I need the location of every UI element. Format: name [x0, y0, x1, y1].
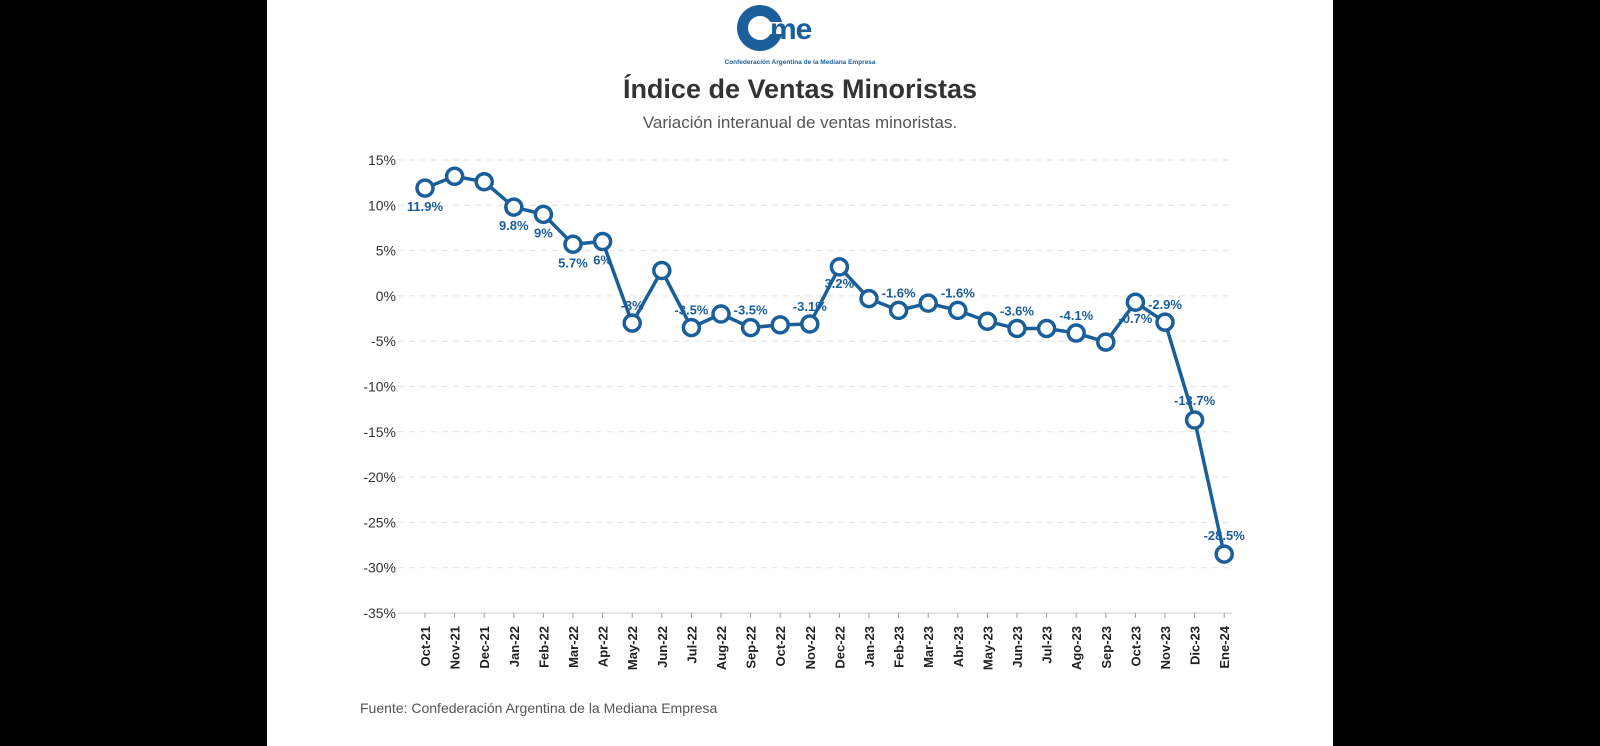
- data-point: [1066, 323, 1086, 343]
- data-point: [444, 166, 465, 187]
- x-tick-label: Sep-23: [1099, 626, 1114, 669]
- data-label: -3.5%: [734, 303, 768, 318]
- y-tick-label: -10%: [363, 379, 396, 395]
- y-tick-label: -5%: [371, 333, 396, 349]
- data-label: -3%: [621, 298, 645, 313]
- data-label: -3.6%: [1000, 304, 1034, 319]
- data-label: -28.5%: [1204, 528, 1246, 543]
- data-point: [1155, 312, 1175, 332]
- x-tick-label: Ene-24: [1217, 625, 1232, 668]
- x-tick-label: Oct-22: [773, 626, 788, 666]
- cme-logo: me Confederación Argentina de la Mediana…: [724, 5, 876, 66]
- data-point: [474, 171, 494, 192]
- data-label: -2.9%: [1148, 297, 1182, 312]
- x-tick-label: Nov-22: [803, 626, 818, 669]
- data-point: [1184, 410, 1205, 430]
- series-polyline: [424, 174, 1226, 555]
- data-point: [504, 197, 524, 217]
- data-point: [859, 288, 879, 309]
- data-point: [592, 231, 613, 252]
- data-point: [740, 317, 761, 338]
- data-point: [1125, 292, 1146, 312]
- x-tick-label: Oct-23: [1128, 626, 1143, 666]
- x-tick-label: Jul-22: [684, 626, 699, 664]
- x-tick-label: Dic-23: [1188, 626, 1203, 665]
- y-tick-label: -35%: [363, 605, 396, 621]
- data-point: [770, 315, 790, 335]
- x-tick-label: Aug-22: [714, 626, 729, 670]
- x-tick-label: Nov-23: [1158, 626, 1173, 669]
- x-tick-label: Ago-23: [1069, 626, 1084, 670]
- x-tick-label: Dec-22: [832, 626, 847, 669]
- data-label: 9%: [534, 225, 553, 240]
- data-labels: 11.9% 9.8% 9% 5.7% 6% -3% -3.5% -3.5% -3.1% 3.2% -…: [407, 199, 1245, 543]
- x-tick-label: Feb-23: [892, 626, 907, 668]
- x-tick-label: Jun-23: [1010, 626, 1025, 668]
- svg-text:me: me: [770, 13, 812, 46]
- svg-text:Confederación Argentina de la: Confederación Argentina de la Mediana Em…: [724, 59, 875, 66]
- x-tick-label: Jun-22: [655, 626, 670, 668]
- data-label: 6%: [593, 253, 612, 268]
- x-tick-label: Mar-22: [566, 626, 581, 668]
- data-point: [711, 304, 731, 324]
- chart-title: Índice de Ventas Minoristas: [622, 74, 978, 104]
- series-line: [424, 174, 1226, 555]
- gridlines: [398, 159, 1232, 569]
- data-point: [1096, 332, 1116, 352]
- data-point: [1036, 318, 1057, 339]
- data-label: -1.6%: [882, 285, 916, 300]
- data-label: 3.2%: [825, 276, 855, 291]
- x-tick-label: Nov-21: [448, 626, 463, 669]
- chart-panel: [267, 0, 1333, 746]
- x-tick-label: Abr-23: [951, 626, 966, 667]
- y-tick-label: 10%: [368, 197, 396, 213]
- chart-subtitle: Variación interanual de ventas minorista…: [642, 113, 958, 132]
- data-point: [681, 317, 702, 338]
- y-tick-label: -20%: [363, 469, 396, 485]
- data-point: [533, 204, 554, 225]
- data-point: [977, 311, 998, 332]
- data-label: -3.1%: [793, 299, 827, 314]
- y-tick-label: -15%: [363, 424, 396, 440]
- y-tick-label: 5%: [376, 243, 396, 259]
- y-tick-label: 0%: [376, 288, 396, 304]
- data-label: -3.5%: [674, 303, 708, 318]
- data-point: [415, 178, 435, 198]
- x-tick-label: Jan-22: [507, 626, 522, 667]
- y-tick-label: 15%: [368, 152, 396, 168]
- x-tick-label: May-23: [980, 626, 995, 670]
- data-point: [1007, 318, 1027, 339]
- data-label: -1.6%: [941, 285, 975, 300]
- axes: 15% 10% 5% 0% -5% -10% -15% -20% -25% -30% -35% Oct…: [363, 152, 1232, 670]
- data-label: -4.1%: [1059, 308, 1093, 323]
- data-point: [918, 293, 938, 313]
- data-label: 5.7%: [558, 255, 588, 270]
- data-points: [415, 166, 1234, 564]
- data-point: [888, 300, 909, 321]
- data-label: -13.7%: [1174, 393, 1216, 408]
- data-point: [829, 257, 850, 277]
- data-point: [800, 314, 820, 334]
- data-label: 11.9%: [407, 199, 444, 214]
- x-tick-label: Feb-22: [536, 626, 551, 668]
- x-tick-label: Apr-22: [596, 626, 611, 667]
- x-tick-label: Jan-23: [862, 626, 877, 667]
- x-tick-label: Mar-23: [921, 626, 936, 668]
- x-tick-label: Dec-21: [477, 626, 492, 669]
- x-tick-label: Jul-23: [1040, 626, 1055, 664]
- data-label: 9.8%: [499, 218, 529, 233]
- data-point: [652, 260, 672, 281]
- x-tick-label: Sep-22: [744, 626, 759, 669]
- data-point: [563, 234, 583, 255]
- x-tick-label: Oct-21: [418, 626, 433, 666]
- data-point: [622, 313, 642, 333]
- data-point: [948, 300, 968, 321]
- data-label: -0.7%: [1118, 311, 1152, 326]
- data-point: [1214, 544, 1234, 564]
- y-tick-label: -30%: [363, 560, 396, 576]
- x-tick-label: May-22: [625, 626, 640, 670]
- y-tick-label: -25%: [363, 514, 396, 530]
- source-note: Fuente: Confederación Argentina de la Me…: [360, 700, 718, 716]
